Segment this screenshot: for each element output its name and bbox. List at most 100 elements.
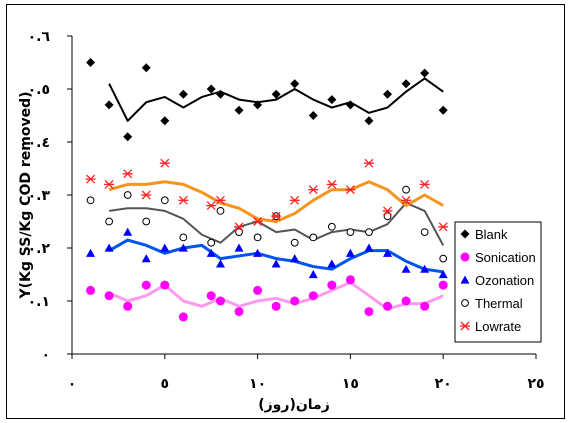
- sonication-point: [141, 280, 151, 290]
- asterisk-stroke: [160, 158, 170, 168]
- asterisk-stroke: [141, 190, 151, 200]
- thermal-point: [327, 222, 336, 231]
- thermal-point: [105, 217, 114, 226]
- ozonation-point: [308, 270, 318, 279]
- asterisk-stroke: [420, 179, 430, 189]
- sonication-point: [271, 301, 281, 311]
- y-tick-label: ٠.٢: [28, 241, 51, 257]
- blank-point: [345, 100, 355, 110]
- blank-point: [141, 63, 151, 73]
- ozonation-point: [104, 243, 114, 252]
- blank-point: [215, 89, 225, 99]
- blank-point: [383, 89, 393, 99]
- x-tick-label: ٠: [68, 376, 77, 392]
- y-tick-label: ٠.٣: [28, 188, 51, 204]
- asterisk-stroke: [104, 179, 114, 189]
- ozonation-point: [420, 264, 430, 273]
- sonication-point: [253, 285, 263, 295]
- sonication-point: [104, 291, 114, 301]
- thermal-point: [179, 233, 188, 242]
- asterisk-stroke: [308, 185, 318, 195]
- ozonation-point: [253, 248, 263, 257]
- x-tick-label: ٢٠: [435, 376, 452, 392]
- ozonation-point: [364, 243, 374, 252]
- ozonation-point: [234, 243, 244, 252]
- sonication-point: [234, 307, 244, 317]
- blank-point: [308, 111, 318, 120]
- y-tick-label: ٠: [41, 347, 50, 363]
- ozonation-point: [160, 243, 170, 252]
- blank-point: [438, 105, 448, 115]
- legend-ozonation-marker: [460, 275, 470, 284]
- lowrate-point: [206, 201, 217, 211]
- legend-blank-label: Blank: [475, 227, 508, 242]
- ozonation-point: [123, 227, 133, 236]
- sonication-point: [290, 296, 300, 306]
- asterisk-stroke: [345, 185, 355, 195]
- thermal-point: [142, 217, 151, 226]
- thermal-point: [365, 228, 373, 237]
- lowrate-point: [122, 169, 133, 179]
- asterisk-stroke: [178, 195, 188, 205]
- legend-lowrate-label: Lowrate: [475, 319, 521, 334]
- lowrate-point: [382, 206, 393, 216]
- blank-point: [271, 89, 281, 99]
- ozonation-point: [438, 270, 448, 279]
- lowrate-point: [104, 179, 115, 189]
- thermal-point: [216, 207, 225, 215]
- blank-point: [206, 84, 216, 94]
- thermal-point: [123, 191, 132, 199]
- ozonation-point: [178, 243, 188, 252]
- blank-trend-line: [108, 77, 444, 122]
- trend-lines: [108, 77, 445, 311]
- legend-sonication-marker: [460, 252, 470, 262]
- x-tick-label: ١٥: [342, 376, 359, 392]
- lowrate-point: [141, 190, 152, 200]
- thermal-point: [420, 228, 429, 237]
- blank-point: [364, 116, 374, 126]
- axes: [67, 35, 537, 359]
- ozonation-point: [383, 248, 393, 257]
- asterisk-stroke: [271, 211, 281, 221]
- sonication-point: [420, 301, 430, 311]
- lowrate-point: [159, 158, 170, 168]
- sonication-point: [160, 280, 170, 290]
- thermal-point: [207, 238, 216, 247]
- sonication-point: [123, 301, 133, 311]
- y-tick-label: ٠.١: [28, 294, 50, 310]
- sonication-point: [308, 291, 318, 301]
- asterisk-stroke: [216, 195, 225, 205]
- blank-point: [420, 68, 430, 78]
- tick-labels: ٠ ٠.١ ٠.٢ ٠.٣ ٠.٤ ٠.٥ ٠.٦ ٠ ٥ ١٠ ١٥ ٢٠ ٢٥: [28, 29, 545, 392]
- ozonation-point: [86, 248, 96, 257]
- data-points: [85, 58, 449, 322]
- ozonation-point: [206, 248, 216, 257]
- asterisk-stroke: [206, 201, 216, 211]
- sonication-point: [438, 280, 448, 290]
- thermal-point: [86, 196, 95, 205]
- blank-point: [401, 79, 411, 89]
- ozonation-point: [401, 264, 411, 273]
- lowrate-trend-line: [108, 180, 444, 223]
- legend-sonication-label: Sonication: [475, 250, 536, 265]
- sonication-point: [364, 307, 374, 317]
- thermal-point: [402, 185, 410, 194]
- asterisk-stroke: [438, 222, 448, 232]
- lowrate-point: [326, 179, 337, 189]
- sonication-point: [206, 291, 216, 301]
- ozonation-point: [345, 248, 355, 257]
- lowrate-point: [178, 195, 189, 205]
- blank-point: [104, 100, 114, 110]
- lowrate-point: [419, 179, 430, 189]
- asterisk-stroke: [383, 206, 392, 216]
- legend-blank-marker: [460, 229, 470, 239]
- sonication-point: [86, 285, 96, 295]
- sonication-point: [383, 301, 393, 311]
- lowrate-point: [363, 158, 374, 168]
- lowrate-point: [271, 211, 282, 221]
- sonication-point: [345, 275, 355, 285]
- lowrate-point: [289, 195, 300, 205]
- thermal-point: [439, 254, 448, 263]
- ozonation-point: [141, 254, 151, 263]
